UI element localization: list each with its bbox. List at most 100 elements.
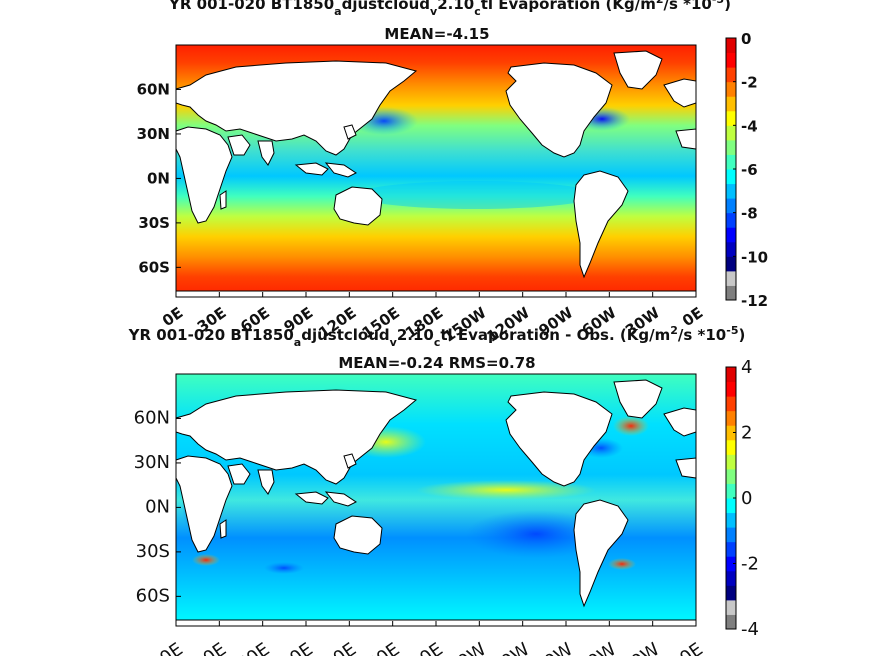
colorbar-tick-label: 4 <box>741 357 752 378</box>
title-part: v <box>390 336 398 349</box>
colorbar-segment <box>726 81 736 97</box>
colorbar-tick-label: -12 <box>741 292 768 310</box>
map-2-subtitle: MEAN=-0.24 RMS=0.78 <box>338 354 535 372</box>
map-2-colorbar-ticks: 4 2 0 -2 -4 <box>733 357 759 640</box>
x-tick-label: 0E <box>676 639 707 656</box>
map-1: YR 001-020 BT1850adjustcloudv2.10ctl Eva… <box>137 0 769 346</box>
title-part: c <box>474 5 481 18</box>
map-2-y-ticks: 60N 30N 0N 30S 60S <box>134 407 181 606</box>
title-part: 2.10 <box>397 326 434 344</box>
title-part: -5 <box>726 324 738 337</box>
map-1-plot-area <box>175 44 697 298</box>
colorbar-segment <box>726 139 736 155</box>
title-part: 2.10 <box>437 0 474 13</box>
x-tick-label: 30E <box>190 639 230 656</box>
x-tick-label: 30W <box>618 639 664 656</box>
map-2: YR 001-020 BT1850adjustcloudv2.10ctl Eva… <box>128 324 759 656</box>
title-part: djustcloud <box>342 0 430 13</box>
x-tick-label: 90W <box>531 639 577 656</box>
colorbar-segment <box>726 556 736 572</box>
colorbar-segment <box>726 527 736 543</box>
colorbar-tick-label: 0 <box>741 488 752 509</box>
map-1-subtitle: MEAN=-4.15 <box>384 25 489 43</box>
x-tick-label: 150E <box>354 639 404 656</box>
y-tick-label: 0N <box>147 169 170 187</box>
title-part: a <box>334 5 341 18</box>
title-part: a <box>294 336 301 349</box>
colorbar-tick-label: -10 <box>741 248 768 266</box>
y-tick-label: 30S <box>138 214 170 232</box>
colorbar-segment <box>726 410 736 426</box>
colorbar-segment <box>726 96 736 112</box>
y-tick-label: 0N <box>145 496 170 517</box>
y-tick-label: 60N <box>134 407 170 428</box>
y-tick-label: 30N <box>134 452 170 473</box>
map-1-title: YR 001-020 BT1850adjustcloudv2.10ctl Eva… <box>168 0 731 18</box>
map-2-so-negative <box>264 562 304 574</box>
colorbar-segment <box>726 396 736 412</box>
title-part: tl Evaporation - Obs. (Kg/m <box>440 326 670 344</box>
title-part: -5 <box>712 0 724 6</box>
colorbar-segment <box>726 125 736 141</box>
y-tick-label: 30S <box>136 541 170 562</box>
colorbar-tick-label: 0 <box>741 30 751 48</box>
y-tick-label: 60S <box>138 258 170 276</box>
map-2-itcz-positive <box>416 480 596 500</box>
colorbar-segment <box>726 256 736 272</box>
title-part: /s *10 <box>664 0 712 13</box>
title-part: djustcloud <box>301 326 389 344</box>
title-part: 2 <box>656 0 664 6</box>
title-part: /s *10 <box>678 326 726 344</box>
y-tick-label: 60N <box>137 80 170 98</box>
colorbar-segment <box>726 541 736 557</box>
title-part: v <box>430 5 438 18</box>
map-1-colorbar-ticks: 0 -2 -4 -6 -8 -10 -12 <box>733 30 768 310</box>
title-part: YR 001-020 BT1850 <box>128 326 294 344</box>
colorbar-segment <box>726 241 736 257</box>
colorbar-segment <box>726 425 736 441</box>
colorbar-segment <box>726 227 736 243</box>
x-tick-label: 120E <box>311 639 361 656</box>
colorbar-segment <box>726 367 736 383</box>
colorbar-segment <box>726 599 736 615</box>
map-1-eq-band <box>356 181 596 209</box>
colorbar-segment <box>726 38 736 54</box>
map-2-colorbar <box>725 366 737 630</box>
colorbar-segment <box>726 183 736 199</box>
x-tick-label: 0E <box>156 639 187 656</box>
map-2-plot-area <box>175 373 697 627</box>
title-part: tl Evaporation (Kg/m <box>481 0 656 13</box>
colorbar-segment <box>726 585 736 601</box>
map-1-y-ticks: 60N 30N 0N 30S 60S <box>137 80 181 276</box>
colorbar-segment <box>726 169 736 185</box>
map-2-spac-negative <box>466 510 606 558</box>
x-tick-label: 60E <box>233 639 273 656</box>
colorbar-segment <box>726 498 736 514</box>
colorbar-tick-label: -2 <box>741 74 758 92</box>
colorbar-segment <box>726 110 736 126</box>
colorbar-tick-label: -8 <box>741 205 758 223</box>
colorbar-tick-label: -2 <box>741 554 759 575</box>
colorbar-segment <box>726 454 736 470</box>
map-2-natl-positive <box>613 416 649 436</box>
colorbar-segment <box>726 270 736 286</box>
colorbar-tick-label: -6 <box>741 161 758 179</box>
y-tick-label: 60S <box>136 585 170 606</box>
colorbar-segment <box>726 212 736 228</box>
map-1-colorbar <box>725 37 737 301</box>
title-part: c <box>434 336 441 349</box>
map-2-satl-positive <box>608 558 636 570</box>
colorbar-segment <box>726 614 736 630</box>
colorbar-segment <box>726 154 736 170</box>
colorbar-segment <box>726 381 736 397</box>
colorbar-segment <box>726 52 736 68</box>
colorbar-tick-label: -4 <box>741 117 758 135</box>
colorbar-segment <box>726 483 736 499</box>
x-tick-label: 60W <box>575 639 621 656</box>
colorbar-segment <box>726 67 736 83</box>
colorbar-segment <box>726 198 736 214</box>
x-tick-label: 180E <box>397 639 447 656</box>
colorbar-tick-label: -4 <box>741 619 759 640</box>
colorbar-tick-label: 2 <box>741 423 752 444</box>
map-2-title: YR 001-020 BT1850adjustcloudv2.10ctl Eva… <box>128 324 746 349</box>
